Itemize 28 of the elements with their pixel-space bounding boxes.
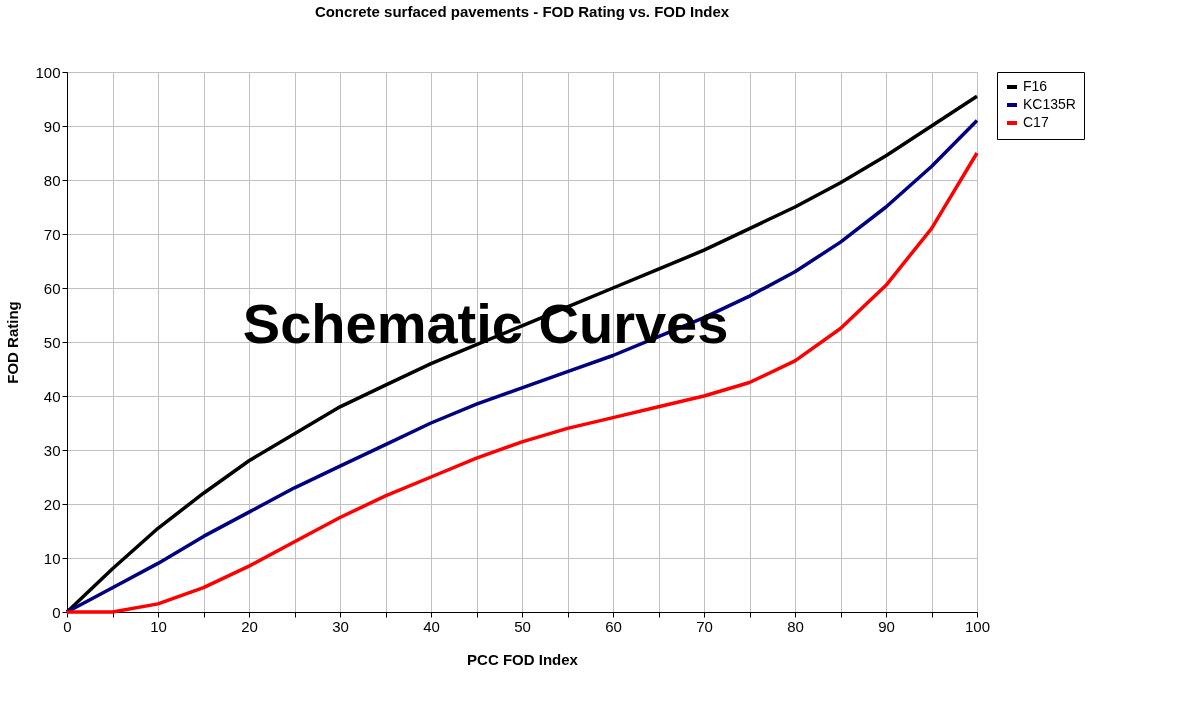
x-tick-label: 10	[150, 617, 167, 635]
y-tick-label: 60	[43, 279, 61, 297]
legend-label: F16	[1023, 78, 1048, 94]
x-tick-label: 60	[605, 617, 622, 635]
y-tick-label: 10	[43, 549, 61, 567]
legend-label: KC135R	[1023, 96, 1076, 112]
y-tick-label: 90	[43, 117, 61, 135]
y-axis-title: FOD Rating	[4, 301, 22, 384]
legend-label: C17	[1023, 114, 1049, 130]
x-tick-label: 20	[241, 617, 258, 635]
y-tick-label: 50	[43, 333, 61, 351]
x-tick-label: 50	[514, 617, 531, 635]
y-tick-label: 0	[52, 603, 61, 621]
y-tick-label: 100	[35, 63, 61, 81]
y-tick-label: 20	[43, 495, 61, 513]
chart-title: Concrete surfaced pavements - FOD Rating vs. FOD Index	[314, 3, 730, 20]
x-tick-label: 30	[332, 617, 349, 635]
x-axis-title: PCC FOD Index	[467, 650, 579, 668]
y-tick-label: 30	[43, 441, 61, 459]
y-tick-label: 70	[43, 225, 61, 243]
x-tick-label: 0	[63, 617, 72, 635]
x-tick-label: 100	[964, 617, 991, 635]
y-tick-label: 40	[43, 387, 61, 405]
x-tick-label: 70	[696, 617, 713, 635]
x-tick-label: 40	[423, 617, 440, 635]
y-tick-label: 80	[43, 171, 61, 189]
x-tick-label: 80	[787, 617, 804, 635]
x-tick-label: 90	[878, 617, 895, 635]
